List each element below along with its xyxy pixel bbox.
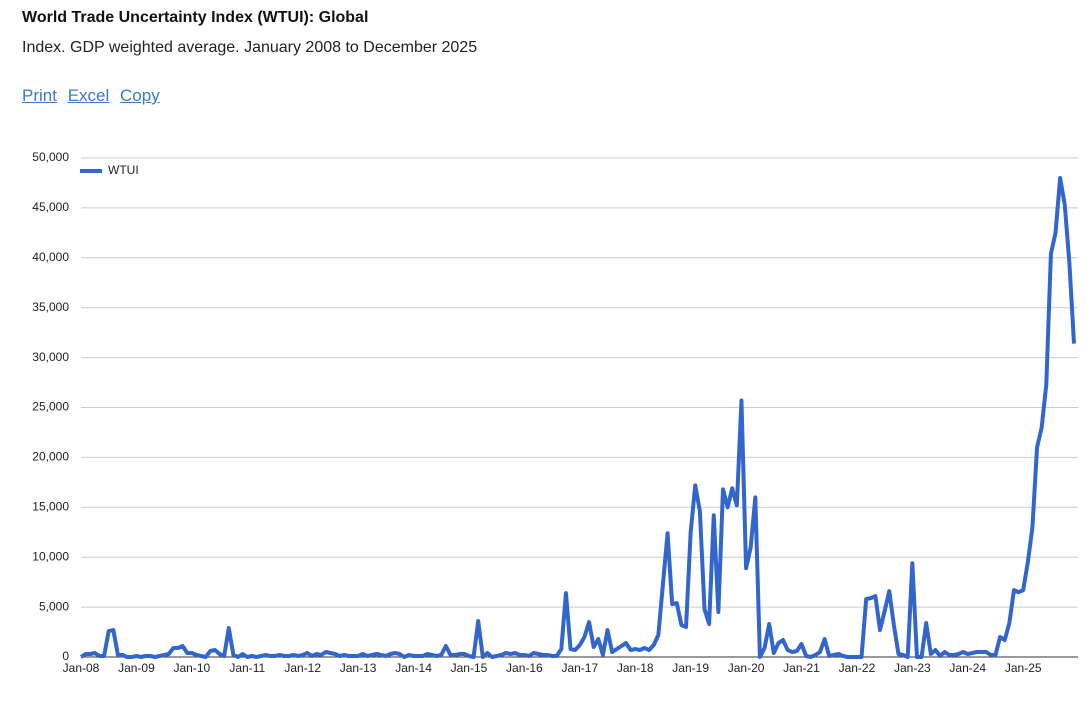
legend-label: WTUI [108, 163, 139, 177]
y-tick-label: 5,000 [39, 599, 69, 613]
x-tick-label: Jan-23 [894, 661, 931, 675]
x-tick-label: Jan-18 [617, 661, 654, 675]
chart-subtitle: Index. GDP weighted average. January 200… [22, 39, 478, 56]
y-tick-label: 35,000 [32, 300, 69, 314]
x-tick-label: Jan-15 [451, 661, 488, 675]
x-tick-label: Jan-10 [173, 661, 210, 675]
y-tick-label: 25,000 [32, 400, 69, 414]
excel-link[interactable]: Excel [67, 86, 110, 105]
x-tick-label: Jan-09 [118, 661, 155, 675]
x-tick-label: Jan-14 [395, 661, 432, 675]
x-tick-label: Jan-21 [783, 661, 820, 675]
x-tick-label: Jan-13 [340, 661, 377, 675]
x-tick-label: Jan-11 [229, 661, 265, 675]
x-tick-label: Jan-19 [672, 661, 709, 675]
x-tick-label: Jan-24 [949, 661, 986, 675]
x-tick-label: Jan-08 [63, 661, 100, 675]
chart-title: World Trade Uncertainty Index (WTUI): Gl… [22, 9, 369, 26]
y-tick-label: 50,000 [32, 150, 69, 164]
copy-link[interactable]: Copy [120, 86, 160, 105]
y-tick-label: 45,000 [32, 200, 69, 214]
y-tick-label: 30,000 [32, 350, 69, 364]
print-link[interactable]: Print [22, 86, 57, 105]
y-tick-label: 10,000 [32, 549, 69, 563]
y-tick-label: 0 [62, 649, 69, 663]
y-tick-label: 15,000 [32, 499, 69, 513]
x-tick-label: Jan-16 [506, 661, 543, 675]
x-tick-label: Jan-22 [839, 661, 876, 675]
x-tick-label: Jan-12 [284, 661, 321, 675]
x-tick-label: Jan-17 [561, 661, 598, 675]
x-tick-label: Jan-20 [728, 661, 765, 675]
x-tick-label: Jan-25 [1005, 661, 1042, 675]
y-tick-label: 20,000 [32, 450, 69, 464]
data-line [79, 175, 1076, 659]
y-tick-label: 40,000 [32, 250, 69, 264]
links: Print Excel Copy [22, 86, 166, 106]
